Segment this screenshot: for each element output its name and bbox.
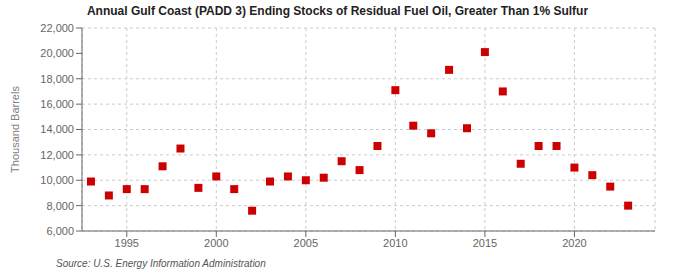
svg-text:Thousand Barrels: Thousand Barrels: [9, 86, 21, 173]
svg-text:2020: 2020: [562, 237, 586, 249]
svg-text:14,000: 14,000: [40, 123, 74, 135]
svg-text:2010: 2010: [383, 237, 407, 249]
svg-text:16,000: 16,000: [40, 98, 74, 110]
svg-text:20,000: 20,000: [40, 47, 74, 59]
svg-text:10,000: 10,000: [40, 174, 74, 186]
svg-text:2015: 2015: [473, 237, 497, 249]
svg-text:12,000: 12,000: [40, 149, 74, 161]
svg-text:8,000: 8,000: [46, 200, 74, 212]
html-text:Source: U.S. Energy Informatio: Source: U.S. Energy Information Administ…: [56, 258, 266, 269]
svg-text:18,000: 18,000: [40, 73, 74, 85]
svg-text:2005: 2005: [294, 237, 318, 249]
html-text:Annual Gulf Coast (PADD 3) End: Annual Gulf Coast (PADD 3) Ending Stocks…: [86, 4, 589, 18]
svg-text:1995: 1995: [115, 237, 139, 249]
svg-text:22,000: 22,000: [40, 22, 74, 34]
svg-text:2000: 2000: [204, 237, 228, 249]
svg-text:6,000: 6,000: [46, 225, 74, 237]
